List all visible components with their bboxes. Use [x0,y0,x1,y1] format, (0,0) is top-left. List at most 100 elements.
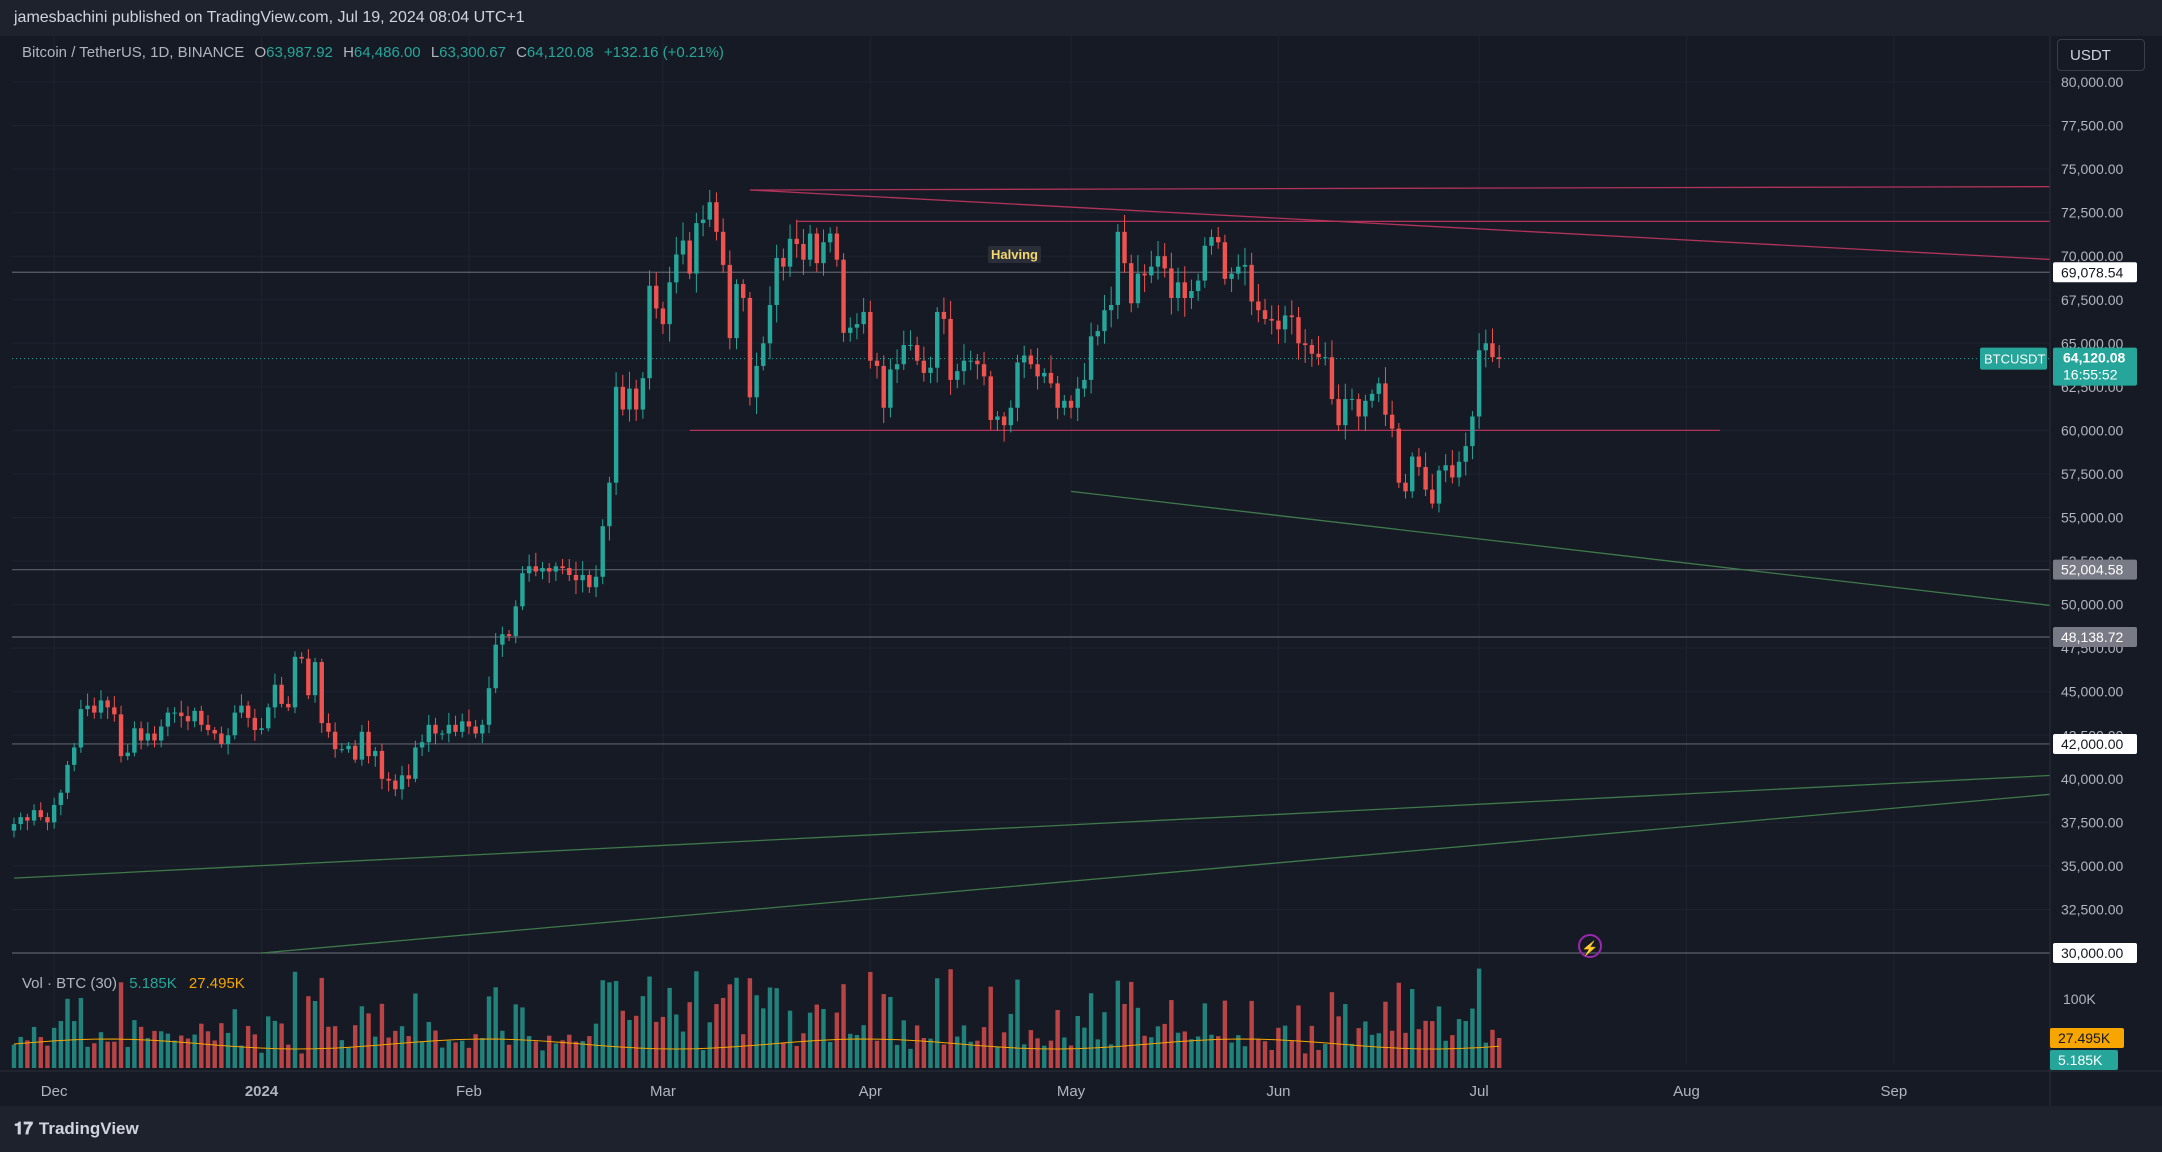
volume-bar [72,1021,77,1068]
tradingview-logo[interactable]: 𝟏𝟕 TradingView [14,1119,139,1139]
volume-bar [1242,1046,1248,1068]
volume-bar [767,987,773,1068]
candle-body [533,566,539,572]
brand-name: TradingView [38,1119,139,1138]
candle-body [1142,273,1147,276]
volume-bar [1369,1034,1375,1068]
candle-body [955,371,960,380]
volume-bar [995,1046,1000,1068]
volume-bar [1343,1004,1348,1068]
volume-bar [1276,1027,1281,1068]
currency-select-button[interactable]: USDT [2057,39,2145,71]
candle-body [1169,268,1174,299]
candle-body [861,311,866,325]
candle-body [1282,315,1288,330]
volume-bar [1302,1053,1308,1068]
candle-body [894,364,900,370]
candle-body [1095,331,1100,337]
volume-axis-tick: 100K [2063,991,2096,1007]
volume-bar [192,1034,197,1068]
volume-bar [453,1042,458,1068]
volume-bar [1135,1007,1141,1068]
candle-body [192,710,197,722]
candle-body [580,574,585,581]
candle-body [747,298,753,398]
volume-ma-line [13,1038,1500,1050]
candle-body [801,244,806,260]
volume-bar [961,1025,967,1068]
candle-body [1276,320,1281,330]
candle-body [138,728,144,741]
candle-body [1450,465,1455,478]
price-chart[interactable]: 80,000.00 77,500.00 75,000.00 72,500.00 70,0… [0,36,2162,1106]
candle-body [941,311,947,319]
volume-bar [841,984,846,1068]
volume-bar [674,1014,679,1068]
volume-bar [272,1020,278,1068]
resistance-line-top [749,185,2088,191]
symbol-name: Bitcoin / TetherUS, 1D, BINANCE [22,44,245,61]
price-tick: 77,500.00 [2061,118,2123,134]
volume-bar [814,1004,819,1068]
candle-body [761,343,766,366]
candle-body [1048,372,1054,384]
candle-body [259,728,264,731]
candle-body [841,259,846,333]
price-label-badge [2053,627,2137,648]
volume-bar [232,1009,237,1068]
volume-bar [526,1036,532,1068]
volume-bar [1490,1029,1495,1068]
candle-body [299,656,304,659]
halving-marker[interactable]: Halving [988,246,1041,263]
volume-bar [1182,1031,1187,1068]
candle-body [607,482,612,527]
volume-bar [31,1026,37,1068]
volume-bar [1149,1037,1154,1068]
candle-body [486,688,492,725]
candle-body [935,311,940,368]
volume-bar [1129,981,1134,1068]
volume-bar [848,1033,853,1068]
candle-body [647,285,652,379]
volume-bar [928,1038,933,1068]
price-label: 52,004.58 [2061,562,2123,578]
candle-body [640,378,646,410]
volume-bar [239,1045,244,1068]
volume-bar [627,1019,632,1068]
candle-body [11,824,17,831]
volume-bar [567,1034,572,1068]
volume-bar [761,1008,766,1068]
candle-body [51,804,57,823]
volume-bar [319,977,324,1068]
candle-body [446,724,452,734]
volume-bar [199,1023,204,1068]
candle-body [627,388,632,410]
candle-body [868,311,873,361]
candle-body [279,684,284,704]
candle-body [460,721,465,732]
lightning-icon[interactable]: ⚡ [1578,934,1602,958]
volume-bar [741,1034,746,1068]
candle-body [874,360,880,366]
candle-body [1115,231,1121,305]
candle-body [908,345,913,347]
volume-bar [700,1050,706,1068]
candle-body [593,576,599,588]
candle-body [694,223,699,274]
candle-body [25,817,30,821]
volume-bar [58,1021,64,1068]
candle-body [493,644,498,689]
candlestick-series [11,190,1502,838]
low-label: L [430,44,440,61]
candle-body [1289,315,1294,318]
candle-body [105,700,110,708]
candle-body [587,574,592,588]
volume-bar [633,1015,639,1068]
volume-bar [480,1038,485,1068]
candle-body [573,574,579,581]
volume-bar [874,1040,880,1068]
volume-bar [366,1013,371,1068]
volume-bar [1316,1049,1321,1068]
candle-body [1389,414,1395,429]
volume-bar [1082,1027,1087,1068]
